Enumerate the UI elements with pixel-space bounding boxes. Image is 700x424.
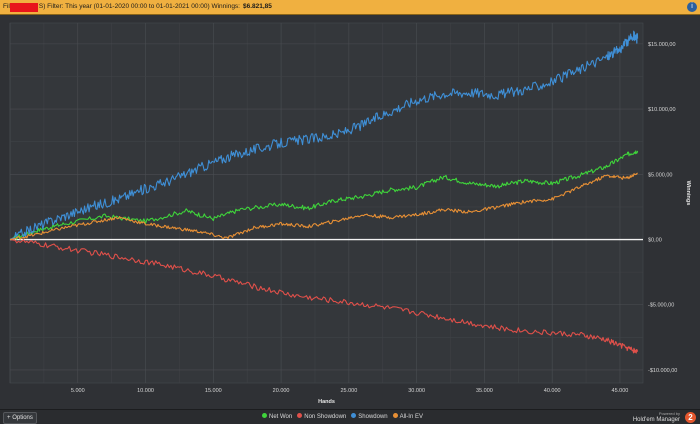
title-bar: Fil S) Filter: This year (01-01-2020 00:0… (0, 0, 700, 15)
legend-label: Showdown (358, 414, 388, 420)
y-tick-label: $5.000,00 (648, 172, 672, 178)
x-tick-label: 10.000 (137, 388, 154, 394)
x-tick-label: 20.000 (273, 388, 290, 394)
options-label: Options (12, 415, 33, 421)
chart-legend: Net Won Non Showdown Showdown All-In EV (262, 413, 428, 421)
series-line-all-in-ev (9, 172, 638, 241)
brand-block: Powered by Hold'em Manager (633, 411, 680, 423)
bottom-bar: + Options Net Won Non Showdown Showdown All… (0, 409, 700, 424)
y-tick-label: $10.000,00 (648, 107, 676, 113)
x-tick-label: 40.000 (544, 388, 561, 394)
y-tick-label: -$5.000,00 (648, 303, 674, 309)
info-icon[interactable]: i (687, 2, 697, 12)
legend-dot-icon (392, 413, 398, 418)
filter-text: S) Filter: This year (01-01-2020 00:00 t… (38, 3, 240, 10)
x-tick-label: 35.000 (476, 388, 493, 394)
plus-icon: + (7, 415, 11, 421)
y-tick-label: -$10.000,00 (648, 368, 677, 374)
legend-dot-icon (297, 413, 303, 418)
x-tick-label: 25.000 (340, 388, 357, 394)
legend-dot-icon (351, 413, 357, 418)
legend-item-showdown[interactable]: Showdown (351, 413, 388, 420)
y-tick-label: $15.000,00 (648, 42, 676, 48)
brand-name: Hold'em Manager (632, 417, 680, 423)
legend-item-net-won[interactable]: Net Won (262, 413, 293, 420)
powered-by-text: Powered by (658, 411, 680, 416)
legend-label: Non Showdown (304, 414, 347, 420)
legend-label: Net Won (269, 414, 293, 420)
x-axis-label: Hands (318, 399, 335, 405)
series-line-non-showdown (9, 238, 639, 354)
options-button[interactable]: + Options (3, 412, 37, 424)
y-axis-label: Winnings (685, 181, 691, 206)
series-line-showdown (9, 30, 639, 241)
winnings-chart: 5.000 10.000 15.000 20.000 25.000 30.000 35.00… (9, 22, 691, 405)
series-line-net-won (9, 150, 639, 241)
x-tick-label: 45.000 (612, 388, 629, 394)
title-prefix: Fil (3, 3, 10, 10)
legend-item-all-in-ev[interactable]: All-In EV (392, 413, 423, 420)
x-tick-label: 30.000 (408, 388, 425, 394)
legend-item-non-showdown[interactable]: Non Showdown (297, 413, 347, 420)
x-tick-label: 5.000 (71, 388, 85, 394)
y-tick-label: $0,00 (648, 238, 662, 244)
winnings-value: $6.821,85 (243, 3, 272, 10)
legend-label: All-In EV (399, 414, 423, 420)
x-tick-label: 15.000 (205, 388, 222, 394)
redacted-region (9, 3, 38, 12)
legend-dot-icon (262, 413, 267, 418)
hm2-logo-icon: 2 (685, 412, 696, 423)
